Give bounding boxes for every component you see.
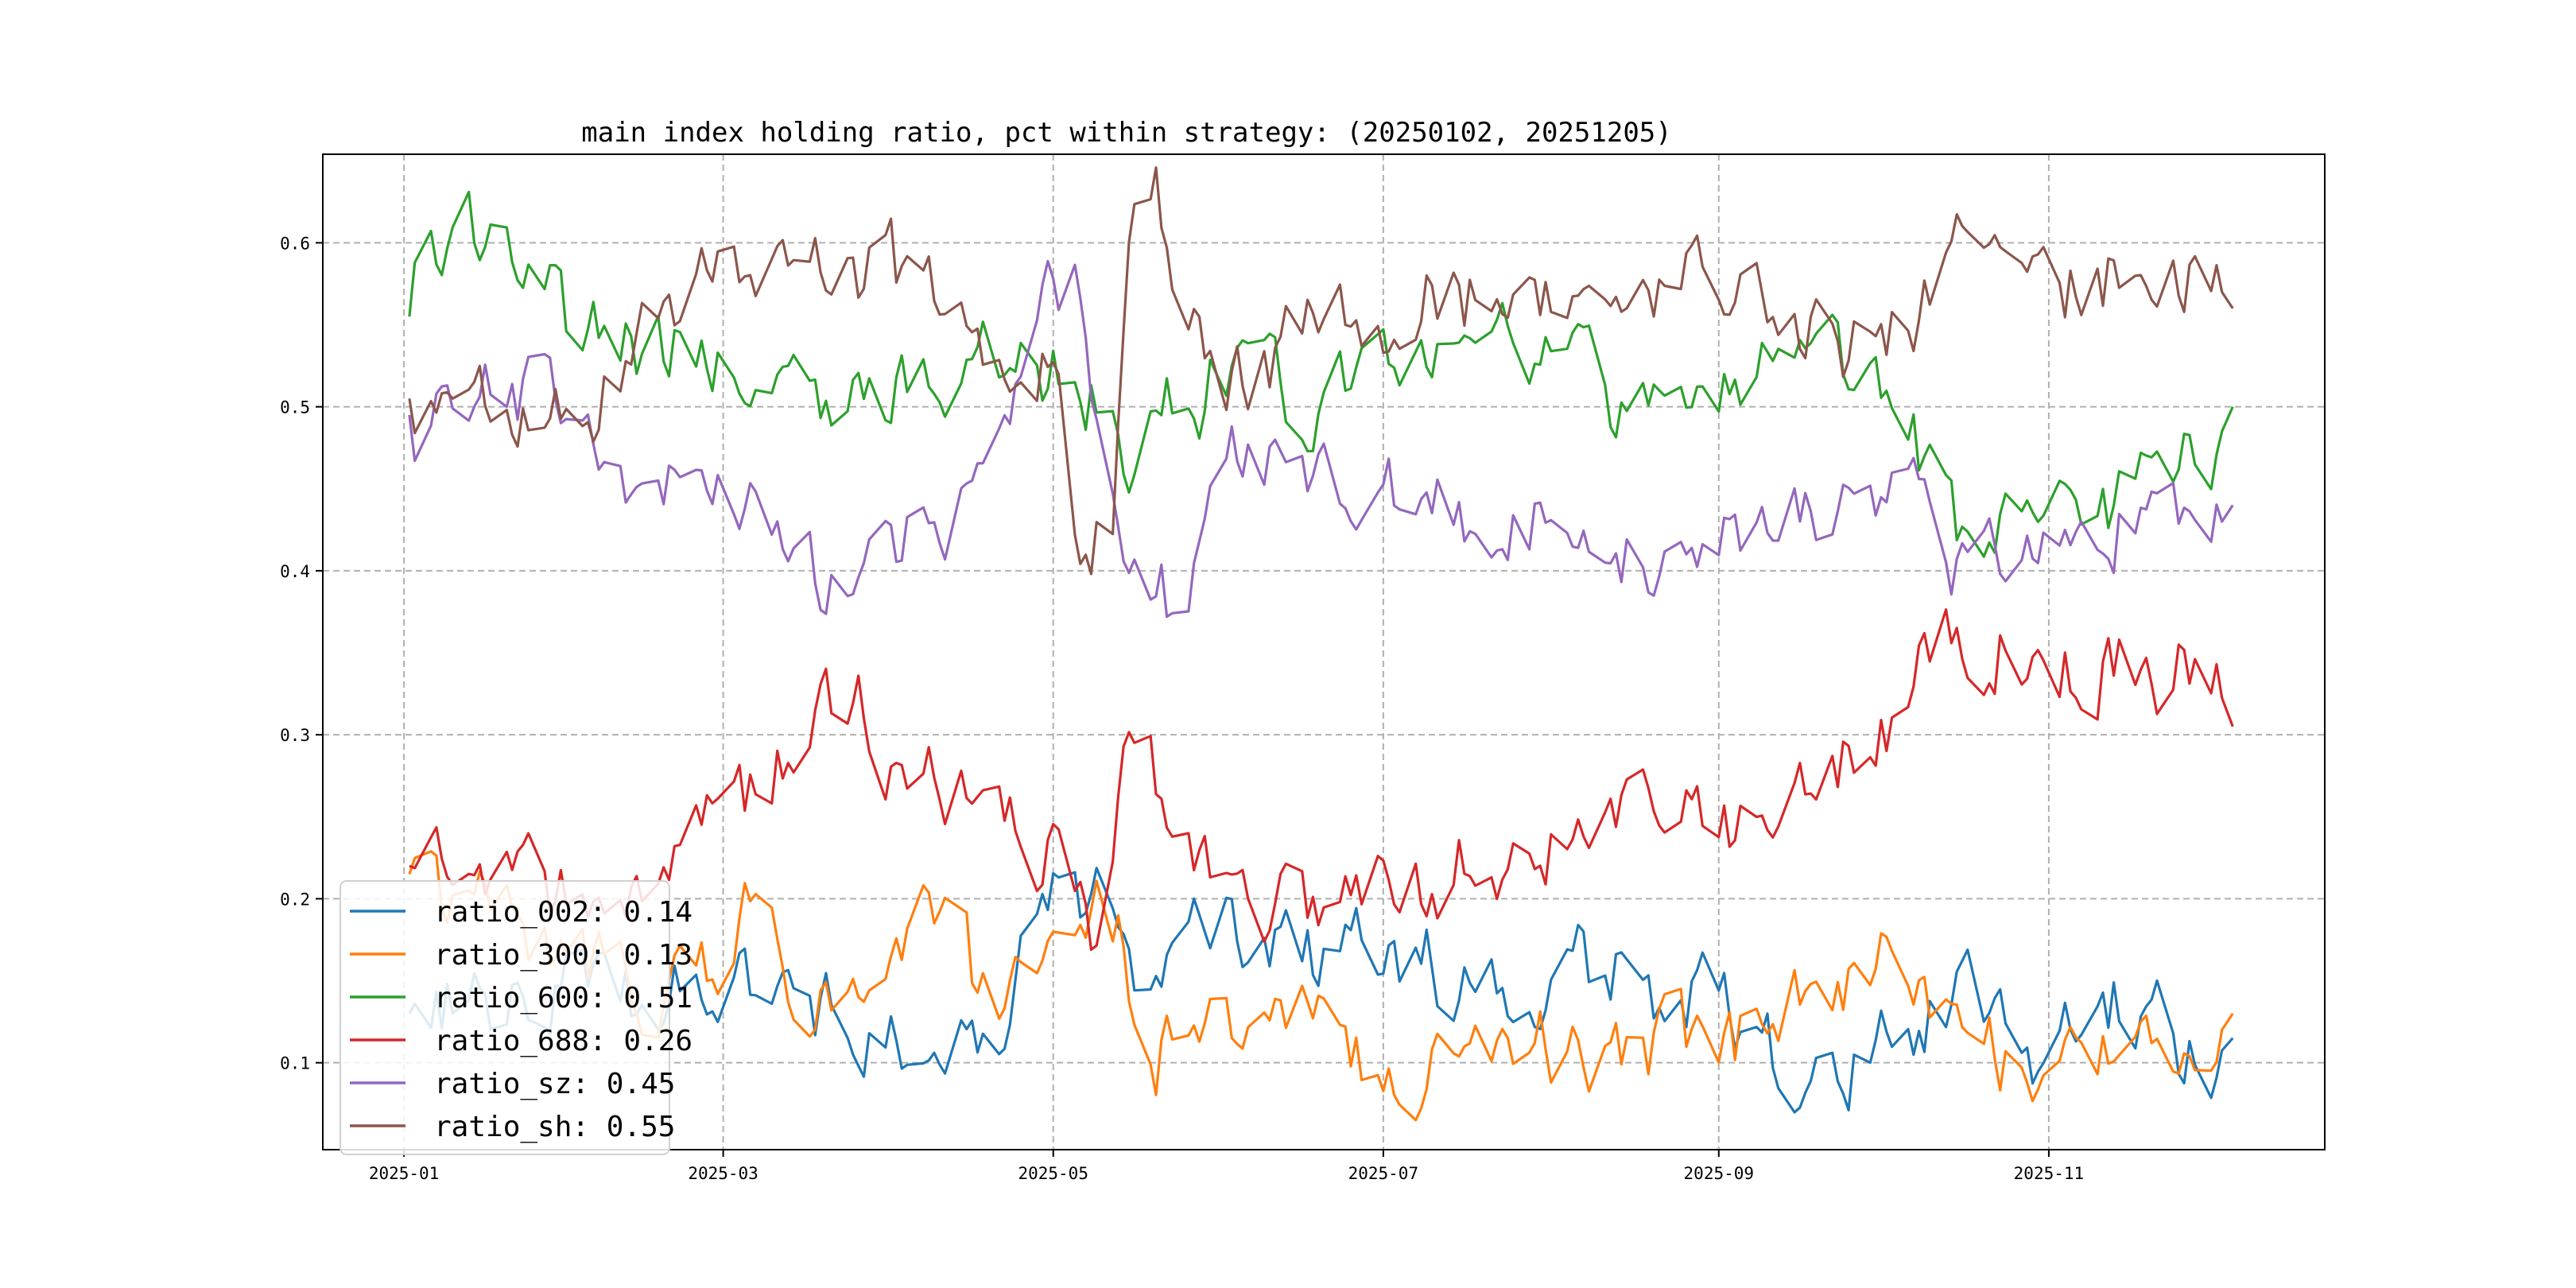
x-tick-label: 2025-03	[688, 1164, 758, 1183]
series-line-ratio_600	[408, 190, 2234, 558]
series-line-ratio_688	[409, 608, 2234, 951]
y-tick-label: 0.2	[280, 890, 310, 909]
legend: ratio_002: 0.14 ratio_300: 0.13 ratio_600:…	[339, 880, 692, 1155]
y-tick-label: 0.1	[280, 1054, 310, 1073]
legend-label: ratio_600: 0.51	[434, 982, 692, 1014]
legend-label: ratio_sh: 0.55	[434, 1111, 675, 1143]
series-layer	[408, 166, 2234, 1122]
x-tick-label: 2025-07	[1348, 1164, 1419, 1183]
x-tick-label: 2025-05	[1018, 1164, 1088, 1183]
x-tick-label: 2025-01	[369, 1164, 440, 1183]
legend-label: ratio_002: 0.14	[434, 896, 692, 929]
series-line-ratio_300	[408, 850, 2234, 1122]
plot-frame	[322, 153, 2326, 1150]
x-tick-label: 2025-11	[2014, 1164, 2085, 1183]
legend-box	[339, 880, 670, 1155]
axis-ticks: 0.1 0.2 0.3 0.4 0.5 0.6 2025-01 2025-03 2025-05 2…	[280, 234, 2084, 1183]
series-line-ratio_sh	[408, 166, 2234, 576]
legend-label: ratio_300: 0.13	[434, 939, 692, 972]
chart-title: main index holding ratio, pct within str…	[581, 117, 1671, 149]
y-tick-label: 0.3	[280, 726, 310, 745]
y-tick-label: 0.5	[280, 398, 310, 417]
y-tick-label: 0.6	[280, 234, 310, 253]
y-tick-label: 0.4	[280, 562, 310, 581]
series-line-ratio_sz	[408, 259, 2234, 619]
legend-label: ratio_688: 0.26	[434, 1025, 692, 1057]
x-tick-label: 2025-09	[1684, 1164, 1755, 1183]
legend-label: ratio_sz: 0.45	[434, 1068, 675, 1100]
